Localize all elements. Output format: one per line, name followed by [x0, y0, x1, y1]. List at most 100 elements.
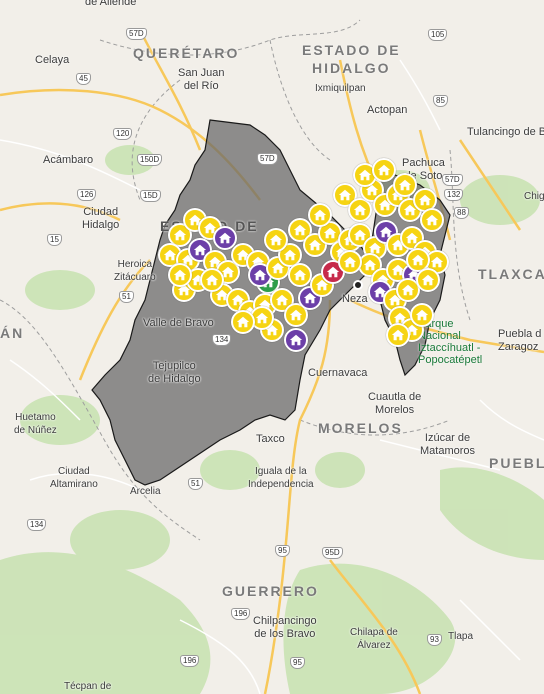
state-label-morelos: MORELOS	[318, 420, 403, 436]
highway-shield: 15	[47, 234, 62, 246]
yellow-home-marker[interactable]	[393, 173, 417, 197]
city-label: Ixmiquilpan	[315, 83, 366, 94]
city-label: San Juan del Río	[178, 67, 225, 92]
house-icon	[391, 264, 405, 276]
house-icon	[303, 292, 317, 304]
highway-shield: 95	[290, 657, 305, 669]
yellow-home-marker[interactable]	[372, 158, 396, 182]
house-icon	[421, 274, 435, 286]
house-icon	[193, 244, 207, 256]
house-icon	[323, 227, 337, 239]
house-icon	[379, 226, 393, 238]
city-label: Arcelia	[130, 486, 161, 497]
state-label-puebla: PUEBL	[489, 455, 544, 471]
house-icon	[363, 259, 377, 271]
highway-shield: 57D	[126, 28, 147, 40]
yellow-home-marker[interactable]	[333, 183, 357, 207]
yellow-home-marker[interactable]	[416, 268, 440, 292]
house-icon	[377, 164, 391, 176]
house-icon	[430, 256, 444, 268]
city-label: Valle de Bravo	[143, 317, 214, 329]
house-icon	[275, 294, 289, 306]
city-label: Iguala de la Independencia	[248, 466, 314, 490]
state-label-guerrero: GUERRERO	[222, 583, 319, 599]
city-label: Técpan de	[64, 681, 112, 692]
minor-roads	[0, 59, 544, 694]
city-label: Izúcar de Matamoros	[420, 432, 476, 457]
city-label: Acámbaro	[43, 154, 94, 166]
highway-shield: 150D	[137, 154, 163, 166]
park-label: Parque Nacional Iztaccíhuatl - Popocatép…	[418, 318, 483, 366]
state-label-tlaxcala: TLAXCA	[478, 266, 544, 282]
house-icon	[405, 232, 419, 244]
city-label: Ciudad Hidalgo	[82, 206, 120, 231]
yellow-home-marker[interactable]	[288, 263, 312, 287]
yellow-home-marker[interactable]	[338, 250, 362, 274]
highway-shield: 196	[180, 655, 200, 667]
yellow-home-marker[interactable]	[386, 323, 410, 347]
yellow-home-marker[interactable]	[231, 310, 255, 334]
city-label: Taxco	[256, 433, 285, 445]
house-icon	[236, 316, 250, 328]
city-label: de Allende	[85, 0, 137, 8]
highway-shield: 57D	[257, 153, 278, 165]
highway-shield: 95D	[322, 547, 343, 559]
house-icon	[177, 284, 191, 296]
house-icon	[253, 269, 267, 281]
house-icon	[271, 262, 285, 274]
yellow-home-marker[interactable]	[168, 263, 192, 287]
house-icon	[391, 329, 405, 341]
house-icon	[289, 334, 303, 346]
house-icon	[353, 229, 367, 241]
yellow-home-marker[interactable]	[410, 303, 434, 327]
city-label: Ciudad Altamirano	[50, 466, 98, 490]
highway-shield: 51	[188, 478, 203, 490]
house-icon	[203, 222, 217, 234]
state-label-michoacan: ÁN	[0, 325, 25, 341]
house-icon	[205, 274, 219, 286]
city-label: Actopan	[367, 104, 408, 116]
house-icon	[315, 279, 329, 291]
purple-home-marker[interactable]	[298, 286, 322, 310]
highway-shield: 134	[212, 334, 232, 346]
city-label: Tlapa	[448, 631, 474, 642]
house-icon	[418, 194, 432, 206]
yellow-home-marker[interactable]	[308, 203, 332, 227]
city-label: Chilapa de Álvarez	[350, 627, 398, 651]
house-icon	[338, 189, 352, 201]
yellow-home-marker[interactable]	[200, 268, 224, 292]
yellow-home-marker[interactable]	[396, 278, 420, 302]
house-icon	[218, 232, 232, 244]
city-label: Chilpancingo de los Bravo	[253, 615, 317, 640]
house-icon	[313, 209, 327, 221]
state-label-queretaro: QUERÉTARO	[133, 45, 240, 61]
purple-home-marker[interactable]	[284, 328, 308, 352]
city-dot	[353, 280, 363, 290]
highway-shield: 93	[427, 634, 442, 646]
state-label-hidalgo: HIDALGO	[312, 60, 391, 76]
house-icon	[358, 169, 372, 181]
highway-shield: 88	[454, 207, 469, 219]
highway-shield: 126	[77, 189, 97, 201]
house-icon	[425, 214, 439, 226]
highway-shield: 196	[231, 608, 251, 620]
house-icon	[289, 309, 303, 321]
purple-home-marker[interactable]	[213, 226, 237, 250]
highway-shield: 57D	[442, 174, 463, 186]
house-icon	[411, 254, 425, 266]
house-icon	[215, 289, 229, 301]
highway-shield: 95	[275, 545, 290, 557]
highway-shield: 120	[113, 128, 133, 140]
city-label: Celaya	[35, 54, 70, 66]
house-icon	[343, 256, 357, 268]
house-icon	[326, 266, 340, 278]
house-icon	[368, 242, 382, 254]
yellow-home-marker[interactable]	[348, 198, 372, 222]
highway-shield: 15D	[140, 190, 161, 202]
yellow-home-marker[interactable]	[420, 208, 444, 232]
state-label-estado-de: ESTADO DE	[302, 42, 401, 58]
highway-shield: 51	[119, 291, 134, 303]
house-icon	[173, 269, 187, 281]
yellow-home-marker[interactable]	[264, 228, 288, 252]
